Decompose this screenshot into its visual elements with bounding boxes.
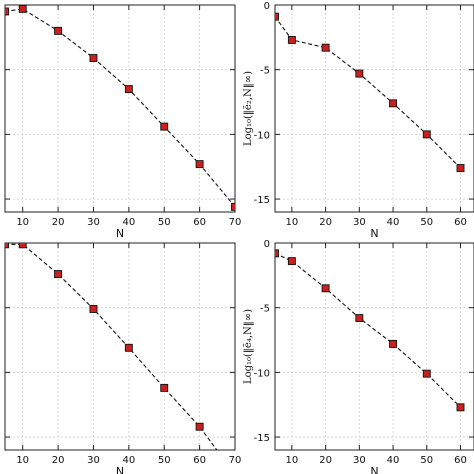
data-point bbox=[275, 249, 279, 258]
x-tick-label: 10 bbox=[16, 455, 29, 466]
x-axis-title: N bbox=[370, 465, 378, 474]
data-point bbox=[287, 35, 296, 44]
data-point bbox=[18, 5, 27, 13]
y-tick-label: -5 bbox=[260, 66, 270, 77]
x-tick-label: 70 bbox=[229, 217, 242, 228]
data-point bbox=[5, 243, 9, 249]
x-tick-label: 20 bbox=[319, 455, 332, 466]
x-tick-label: 50 bbox=[420, 455, 433, 466]
data-point bbox=[54, 270, 63, 278]
y-tick-label: 0 bbox=[264, 1, 270, 12]
series-1 bbox=[275, 12, 465, 172]
x-tick-label: 30 bbox=[353, 455, 366, 466]
y-tick-label: -15 bbox=[254, 195, 270, 206]
series-line bbox=[275, 252, 461, 408]
data-point bbox=[54, 26, 63, 35]
x-tick-label: 30 bbox=[87, 217, 100, 228]
x-tick-label: 30 bbox=[353, 217, 366, 228]
data-point bbox=[355, 69, 364, 78]
series-line bbox=[5, 243, 218, 450]
series-1 bbox=[275, 249, 465, 412]
y-tick-label: -15 bbox=[254, 433, 270, 444]
x-tick-label: 70 bbox=[229, 455, 242, 466]
data-point bbox=[89, 54, 98, 62]
plot-frame bbox=[274, 242, 474, 451]
series-1 bbox=[5, 243, 218, 450]
x-tick-label: 20 bbox=[52, 217, 65, 228]
data-point bbox=[422, 369, 431, 378]
x-tick-label: 40 bbox=[122, 217, 135, 228]
x-tick-label: 60 bbox=[193, 455, 206, 466]
x-tick-label: 50 bbox=[420, 217, 433, 228]
data-point bbox=[5, 7, 9, 16]
data-point bbox=[231, 202, 235, 211]
data-point bbox=[124, 85, 133, 94]
data-point bbox=[321, 284, 330, 293]
plot-frame bbox=[4, 4, 236, 213]
chart-panel-2: 10 20 30 40 50 60 0 -5 -10 -15 N Log₁₀(‖ẽ₂,N‖∞) bbox=[243, 1, 474, 240]
x-tick-label: 60 bbox=[454, 217, 467, 228]
x-axis-title: N bbox=[116, 227, 124, 240]
data-point bbox=[321, 43, 330, 52]
x-tick-label: 50 bbox=[158, 455, 171, 466]
data-point bbox=[195, 160, 204, 169]
y-tick-label: 0 bbox=[264, 239, 270, 250]
series-1 bbox=[5, 5, 235, 211]
x-tick-label: 10 bbox=[285, 217, 298, 228]
x-tick-label: 40 bbox=[387, 217, 400, 228]
plot-frame bbox=[4, 242, 236, 451]
x-axis-title: N bbox=[116, 465, 124, 474]
data-point bbox=[456, 164, 465, 172]
series-line bbox=[5, 8, 235, 208]
x-tick-label: 60 bbox=[454, 455, 467, 466]
x-tick-label: 20 bbox=[52, 455, 65, 466]
data-point bbox=[275, 12, 279, 21]
chart-panel-1: 10 20 30 40 50 60 70 N bbox=[4, 4, 242, 240]
y-axis-title: Log₁₀(‖ẽ₄,N‖∞) bbox=[243, 309, 254, 384]
chart-panel-4: 10 20 30 40 50 60 0 -5 -10 -15 N Log₁₀(‖ẽ₄,N‖∞) bbox=[243, 239, 474, 474]
x-tick-label: 20 bbox=[319, 217, 332, 228]
x-tick-label: 10 bbox=[285, 455, 298, 466]
data-point bbox=[124, 343, 133, 352]
y-tick-label: -5 bbox=[260, 304, 270, 315]
x-tick-label: 40 bbox=[387, 455, 400, 466]
x-tick-label: 30 bbox=[87, 455, 100, 466]
data-point bbox=[18, 243, 27, 249]
data-point bbox=[355, 314, 364, 322]
x-tick-label: 10 bbox=[16, 217, 29, 228]
x-axis-title: N bbox=[370, 227, 378, 240]
chart-panel-3: 10 20 30 40 50 60 70 N bbox=[4, 242, 242, 474]
x-tick-label: 40 bbox=[122, 455, 135, 466]
series-line bbox=[275, 16, 461, 169]
data-point bbox=[195, 422, 204, 431]
data-point bbox=[389, 99, 398, 108]
plot-frame bbox=[274, 4, 474, 213]
data-point bbox=[456, 403, 465, 412]
y-tick-label: -10 bbox=[254, 368, 270, 379]
y-tick-label: -10 bbox=[254, 130, 270, 141]
x-tick-label: 60 bbox=[193, 217, 206, 228]
y-axis-title: Log₁₀(‖ẽ₂,N‖∞) bbox=[243, 71, 254, 146]
data-point bbox=[89, 305, 98, 313]
data-point bbox=[287, 257, 296, 266]
data-point bbox=[389, 339, 398, 348]
data-point bbox=[422, 130, 431, 139]
data-point bbox=[160, 122, 169, 131]
data-point bbox=[160, 383, 169, 392]
x-tick-label: 50 bbox=[158, 217, 171, 228]
